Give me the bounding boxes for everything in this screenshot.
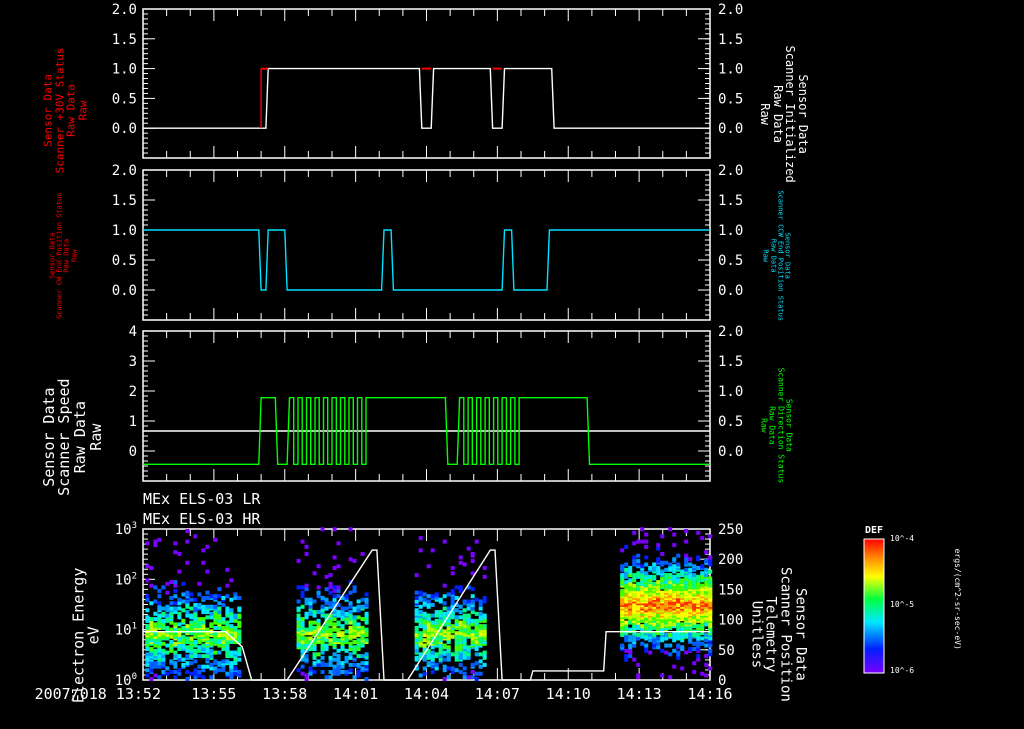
svg-text:1.5: 1.5 — [718, 193, 743, 209]
svg-text:0.5: 0.5 — [112, 253, 137, 269]
svg-text:100: 100 — [115, 672, 137, 689]
colorbar-tick-bottom: 10^-6 — [890, 666, 915, 675]
svg-text:1.5: 1.5 — [112, 193, 137, 209]
svg-text:0.5: 0.5 — [718, 414, 743, 430]
svg-text:1: 1 — [129, 414, 137, 430]
svg-text:0.5: 0.5 — [112, 91, 137, 107]
svg-text:14:01: 14:01 — [333, 685, 378, 703]
panel3-left-label: Sensor Data Scanner Speed Raw Data Raw — [39, 378, 105, 496]
svg-text:101: 101 — [115, 622, 137, 639]
svg-text:14:16: 14:16 — [687, 685, 732, 703]
svg-text:4: 4 — [129, 324, 137, 340]
svg-text:0.5: 0.5 — [718, 253, 743, 269]
svg-text:1.0: 1.0 — [718, 62, 743, 78]
colorbar — [863, 538, 885, 674]
svg-text:14:10: 14:10 — [546, 685, 591, 703]
svg-text:150: 150 — [718, 582, 743, 598]
panel3-right-label: Sensor Data Scanner Direction Status Raw D… — [759, 367, 794, 484]
svg-text:1.5: 1.5 — [718, 354, 743, 370]
plot-canvas: 2.0 1.5 1.0 0.5 0.0 2.0 1.5 1.0 0.5 0.0 2.0 1.5 1.0 0… — [35, 2, 885, 703]
svg-text:0.0: 0.0 — [718, 444, 743, 460]
svg-text:1.0: 1.0 — [718, 223, 743, 239]
svg-text:14:04: 14:04 — [404, 685, 449, 703]
svg-text:200: 200 — [718, 552, 743, 568]
panel4-right-label: Sensor Data Scanner Position Telemetry Unit… — [747, 566, 809, 702]
svg-text:1.0: 1.0 — [112, 62, 137, 78]
svg-text:102: 102 — [115, 571, 137, 588]
svg-text:0: 0 — [718, 673, 726, 689]
colorbar-tick-mid: 10^-5 — [890, 600, 915, 609]
colorbar-unit: ergs/(cm^2-sr-sec-eV) — [953, 548, 963, 650]
svg-text:2.0: 2.0 — [718, 2, 743, 18]
svg-text:50: 50 — [718, 643, 735, 659]
svg-text:2.0: 2.0 — [718, 163, 743, 179]
spectrogram-title-lr: MEx ELS-03 LR — [143, 490, 261, 508]
svg-text:3: 3 — [129, 354, 137, 370]
svg-text:0.0: 0.0 — [718, 283, 743, 299]
svg-text:103: 103 — [115, 521, 137, 538]
svg-text:2.0: 2.0 — [112, 163, 137, 179]
svg-text:1.5: 1.5 — [112, 32, 137, 48]
svg-text:0.0: 0.0 — [718, 121, 743, 137]
svg-text:1.0: 1.0 — [112, 223, 137, 239]
svg-text:0.0: 0.0 — [112, 283, 137, 299]
svg-text:14:07: 14:07 — [475, 685, 520, 703]
svg-text:2.0: 2.0 — [718, 324, 743, 340]
spectrogram-title-hr: MEx ELS-03 HR — [143, 510, 261, 528]
svg-text:14:13: 14:13 — [617, 685, 662, 703]
svg-text:0: 0 — [129, 444, 137, 460]
svg-text:2.0: 2.0 — [112, 2, 137, 18]
svg-text:100: 100 — [718, 613, 743, 629]
svg-text:13:55: 13:55 — [191, 685, 236, 703]
panel2-left-label: Sensor Data Scanner CW End Position Statu… — [47, 192, 79, 319]
svg-text:13:58: 13:58 — [262, 685, 307, 703]
svg-text:0.5: 0.5 — [718, 91, 743, 107]
colorbar-tick-top: 10^-4 — [890, 534, 915, 543]
svg-text:1.5: 1.5 — [718, 32, 743, 48]
svg-text:0.0: 0.0 — [112, 121, 137, 137]
svg-text:2007/018 13:52: 2007/018 13:52 — [35, 685, 161, 703]
svg-text:2: 2 — [129, 384, 137, 400]
svg-text:250: 250 — [718, 522, 743, 538]
colorbar-title: DEF — [865, 525, 884, 536]
panel4-left-label: Electron Energy eV — [69, 567, 103, 704]
svg-text:1.0: 1.0 — [718, 384, 743, 400]
